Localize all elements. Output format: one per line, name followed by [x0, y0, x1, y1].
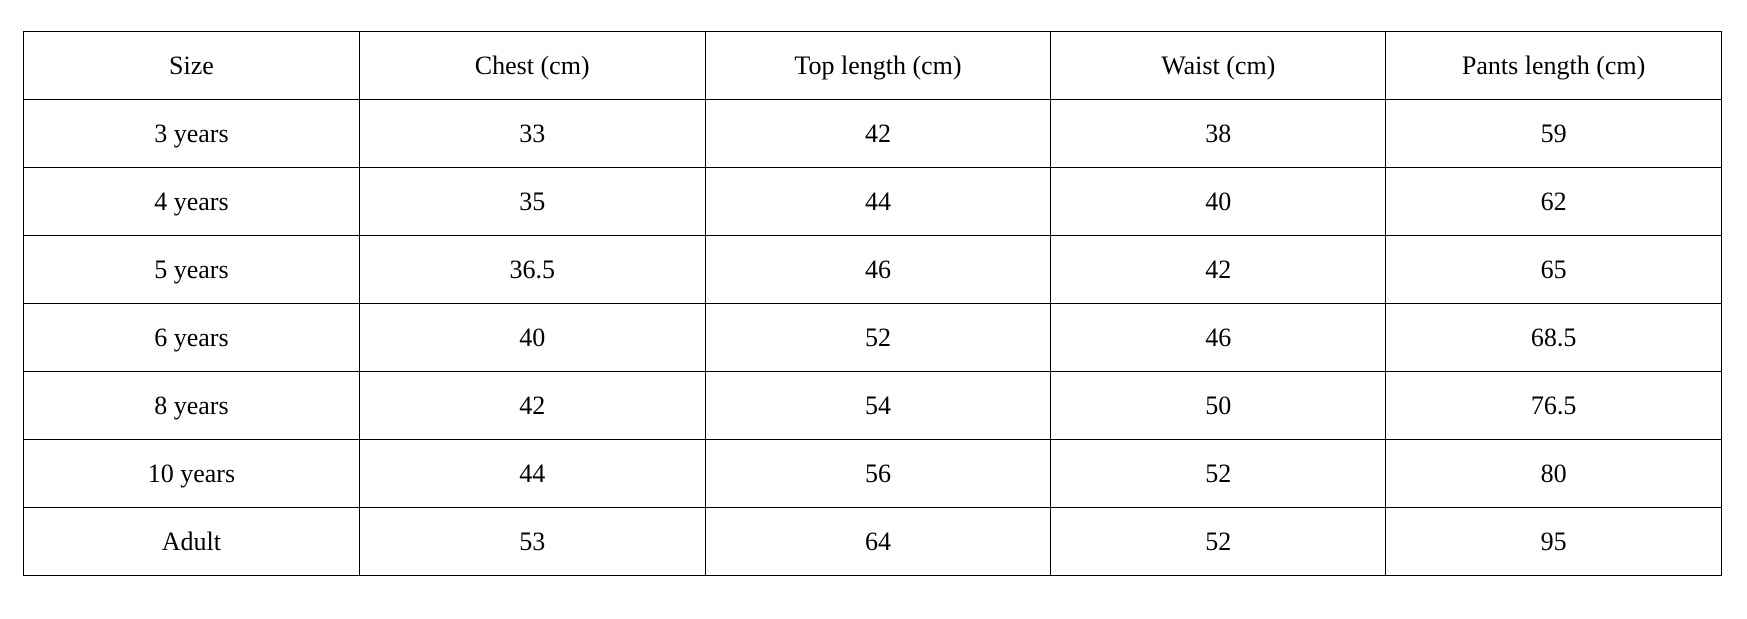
column-header: Size	[23, 31, 360, 100]
table-cell: 40	[1050, 167, 1387, 236]
table-cell: 76.5	[1385, 371, 1722, 440]
table-cell: 59	[1385, 99, 1722, 168]
table-cell: 80	[1385, 439, 1722, 508]
table-cell: 42	[1050, 235, 1387, 304]
table-cell: 50	[1050, 371, 1387, 440]
table-cell: 42	[358, 371, 706, 440]
table-cell: 42	[704, 99, 1052, 168]
header-row: Size Chest (cm) Top length (cm) Waist (cm) P…	[23, 31, 1722, 100]
table-cell: 33	[358, 99, 706, 168]
table-cell: 35	[358, 167, 706, 236]
column-header: Pants length (cm)	[1385, 31, 1722, 100]
table-cell: 44	[704, 167, 1052, 236]
table-cell: 65	[1385, 235, 1722, 304]
table-cell: Adult	[23, 507, 360, 576]
table-cell: 68.5	[1385, 303, 1722, 372]
table-cell: 6 years	[23, 303, 360, 372]
table-cell: 52	[704, 303, 1052, 372]
table-cell: 52	[1050, 439, 1387, 508]
table-cell: 44	[358, 439, 706, 508]
table-cell: 54	[704, 371, 1052, 440]
table-cell: 52	[1050, 507, 1387, 576]
table-cell: 5 years	[23, 235, 360, 304]
table-row: 5 years 36.5 46 42 65	[23, 235, 1722, 304]
table-row: 6 years 40 52 46 68.5	[23, 303, 1722, 372]
table-cell: 53	[358, 507, 706, 576]
table-cell: 56	[704, 439, 1052, 508]
table-cell: 46	[704, 235, 1052, 304]
table-row: 4 years 35 44 40 62	[23, 167, 1722, 236]
size-chart-table: Size Chest (cm) Top length (cm) Waist (cm) P…	[23, 31, 1722, 576]
table-cell: 4 years	[23, 167, 360, 236]
table-cell: 46	[1050, 303, 1387, 372]
table-row: 3 years 33 42 38 59	[23, 99, 1722, 168]
table-cell: 95	[1385, 507, 1722, 576]
table-cell: 10 years	[23, 439, 360, 508]
table-row: 10 years 44 56 52 80	[23, 439, 1722, 508]
table-cell: 62	[1385, 167, 1722, 236]
table-row: 8 years 42 54 50 76.5	[23, 371, 1722, 440]
table-cell: 8 years	[23, 371, 360, 440]
table-cell: 64	[704, 507, 1052, 576]
table-row: Adult 53 64 52 95	[23, 507, 1722, 576]
table-cell: 3 years	[23, 99, 360, 168]
table-cell: 40	[358, 303, 706, 372]
column-header: Top length (cm)	[704, 31, 1052, 100]
column-header: Chest (cm)	[358, 31, 706, 100]
table-cell: 36.5	[358, 235, 706, 304]
column-header: Waist (cm)	[1050, 31, 1387, 100]
table-cell: 38	[1050, 99, 1387, 168]
